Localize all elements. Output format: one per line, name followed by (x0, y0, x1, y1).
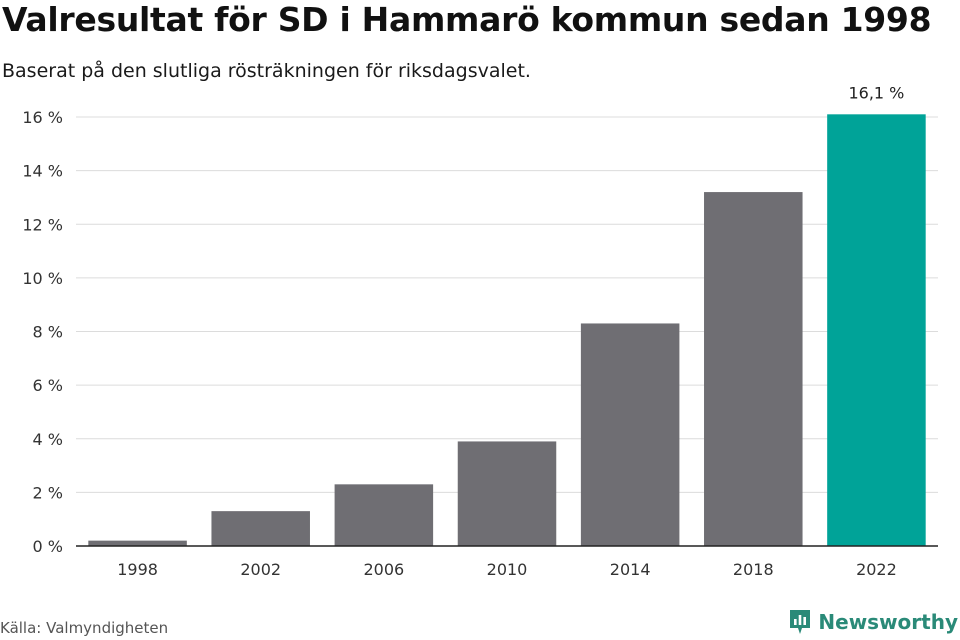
newsworthy-logo-icon (790, 610, 811, 634)
x-tick-label: 2022 (856, 560, 897, 579)
x-tick-label: 2002 (240, 560, 281, 579)
brand-logo[interactable]: Newsworthy (788, 608, 958, 636)
brand-name: Newsworthy (818, 610, 958, 634)
y-tick-label: 16 % (22, 108, 63, 127)
bar (704, 192, 803, 546)
y-tick-label: 0 % (33, 537, 63, 556)
bar (88, 540, 187, 546)
source-note: Källa: Valmyndigheten (0, 619, 169, 637)
data-label: 16,1 % (848, 83, 904, 102)
x-tick-label: 2006 (363, 560, 404, 579)
bar (580, 323, 680, 546)
bar (211, 511, 310, 546)
chart-subtitle: Baserat på den slutliga rösträkningen fö… (2, 60, 531, 82)
y-tick-label: 14 % (22, 162, 63, 181)
y-tick-label: 4 % (33, 430, 63, 449)
bar (457, 441, 557, 546)
y-tick-label: 8 % (33, 323, 63, 342)
chart-title: Valresultat för SD i Hammarö kommun seda… (2, 0, 932, 39)
bar (827, 114, 926, 546)
y-tick-label: 12 % (22, 215, 63, 234)
x-tick-label: 1998 (117, 560, 158, 579)
x-tick-label: 2018 (733, 560, 774, 579)
x-tick-label: 2010 (487, 560, 528, 579)
y-tick-label: 10 % (22, 269, 63, 288)
x-tick-label: 2014 (610, 560, 651, 579)
bar (334, 484, 434, 546)
y-tick-label: 6 % (33, 376, 63, 395)
y-tick-label: 2 % (33, 483, 63, 502)
